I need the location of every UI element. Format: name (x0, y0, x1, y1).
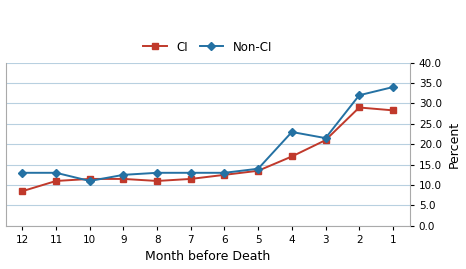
CI (222, 173, 227, 176)
CI (289, 155, 295, 158)
CI (356, 106, 362, 109)
CI (87, 177, 93, 180)
X-axis label: Month before Death: Month before Death (145, 250, 270, 263)
CI (390, 109, 396, 112)
CI (323, 139, 329, 142)
Non-CI (390, 86, 396, 89)
Non-CI (289, 130, 295, 134)
Legend: CI, Non-CI: CI, Non-CI (138, 36, 277, 58)
Non-CI (222, 171, 227, 174)
CI (53, 179, 59, 183)
Line: Non-CI: Non-CI (19, 84, 396, 184)
Non-CI (255, 167, 261, 170)
Non-CI (20, 171, 25, 174)
CI (20, 190, 25, 193)
Non-CI (154, 171, 160, 174)
Non-CI (188, 171, 193, 174)
Non-CI (323, 136, 329, 140)
CI (188, 177, 193, 180)
CI (154, 179, 160, 183)
Non-CI (356, 94, 362, 97)
Y-axis label: Percent: Percent (447, 121, 460, 168)
CI (255, 169, 261, 172)
Non-CI (87, 179, 93, 183)
CI (121, 177, 126, 180)
Non-CI (53, 171, 59, 174)
Line: CI: CI (19, 104, 396, 194)
Non-CI (121, 173, 126, 176)
